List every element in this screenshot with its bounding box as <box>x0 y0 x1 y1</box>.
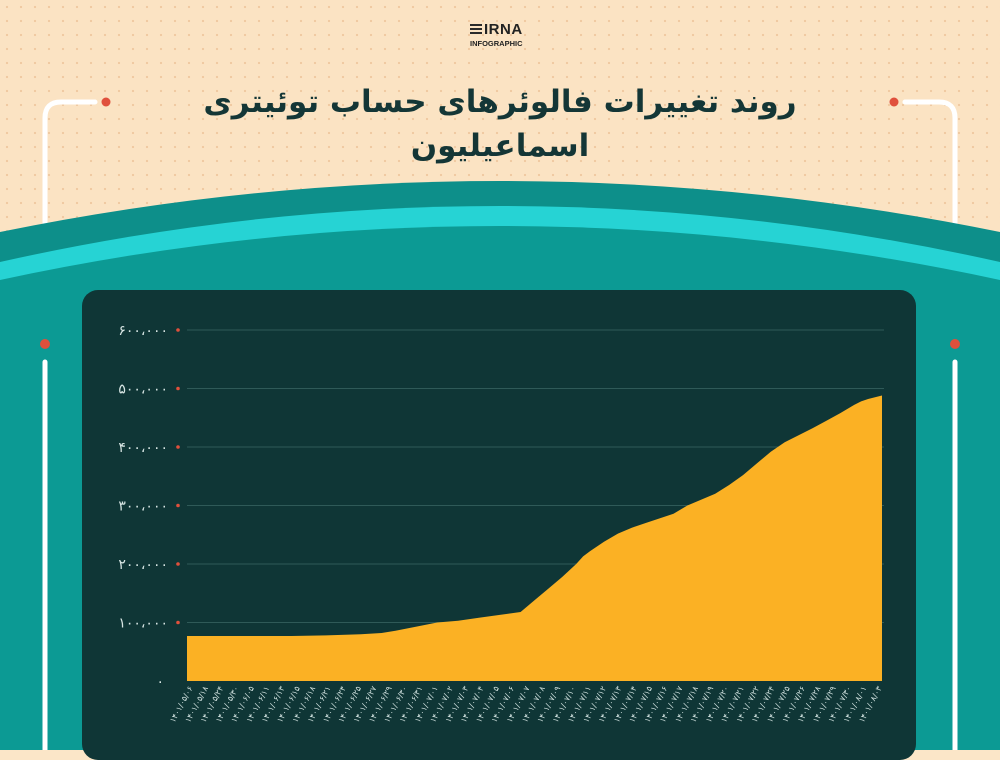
chart-y-tick-labels: ۰ ۱۰۰،۰۰۰ ۲۰۰،۰۰۰ ۳۰۰،۰۰۰ ۴۰۰،۰۰۰ ۵۰۰،۰۰۰ ۶۰۰،… <box>118 323 168 690</box>
y-tick-dot <box>176 620 180 625</box>
irna-logo: IRNA INFOGRAPHIC <box>470 22 530 52</box>
page-title: روند تغییرات فالوئرهای حساب توئیتری اسما… <box>203 84 797 164</box>
y-tick-label: ۲۰۰،۰۰۰ <box>118 557 168 573</box>
chart-area-series <box>187 395 882 681</box>
y-tick-dot <box>176 562 180 566</box>
y-tick-label: ۳۰۰،۰۰۰ <box>118 499 168 515</box>
y-tick-dot <box>176 503 180 508</box>
y-tick-label: ۴۰۰،۰۰۰ <box>118 440 168 456</box>
y-tick-dot <box>176 328 180 332</box>
y-tick-dot <box>176 445 180 449</box>
irna-logo-mark-icon <box>470 24 482 36</box>
chart-x-tick-labels: ۱۴۰۱/۰۵/۰۶۱۴۰۱/۰۵/۱۸۱۴۰۱/۰۵/۲۴۱۴۰۱/۰۵/۳۰… <box>168 684 884 724</box>
irna-logo-text: IRNA <box>484 21 523 38</box>
irna-logo-subtext: INFOGRAPHIC <box>470 39 523 48</box>
y-tick-label: ۱۰۰،۰۰۰ <box>118 616 168 632</box>
y-tick-label: ۰ <box>156 674 164 690</box>
y-tick-label: ۶۰۰،۰۰۰ <box>118 323 168 339</box>
y-tick-label: ۵۰۰،۰۰۰ <box>118 382 168 398</box>
y-tick-dot <box>176 386 180 391</box>
